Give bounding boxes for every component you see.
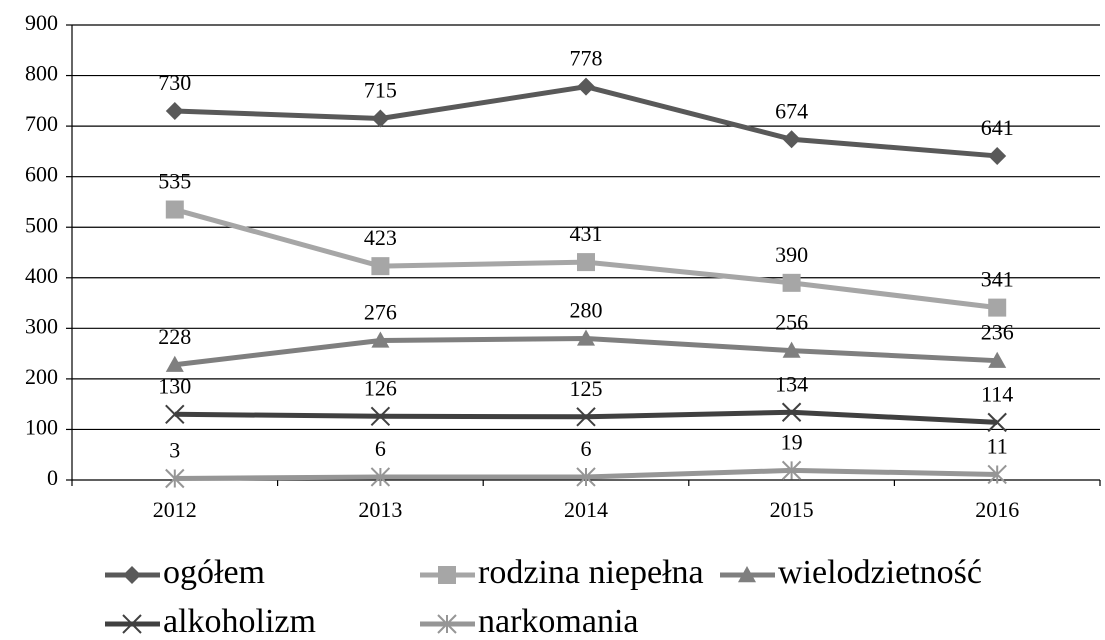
data-label: 535 — [158, 169, 191, 194]
marker — [576, 407, 596, 427]
marker — [988, 146, 1007, 165]
marker — [165, 468, 185, 489]
data-label: 6 — [375, 436, 386, 461]
data-label: 134 — [775, 371, 808, 396]
data-label: 236 — [981, 320, 1014, 345]
marker — [782, 341, 801, 358]
marker — [781, 460, 802, 481]
marker — [781, 402, 802, 422]
y-tick-label: 400 — [25, 263, 58, 288]
data-label: 431 — [570, 221, 603, 246]
marker — [165, 101, 184, 120]
data-label: 19 — [781, 429, 803, 454]
marker — [123, 566, 141, 584]
marker — [371, 331, 390, 348]
data-label: 280 — [570, 297, 603, 322]
data-label: 228 — [158, 324, 191, 349]
data-label: 11 — [987, 433, 1008, 458]
marker — [987, 464, 1007, 485]
x-tick-label: 2016 — [975, 497, 1019, 522]
y-tick-label: 100 — [25, 414, 58, 439]
y-tick-label: 0 — [47, 465, 58, 490]
data-label: 778 — [570, 46, 603, 71]
y-tick-label: 600 — [25, 162, 58, 187]
marker — [738, 566, 756, 583]
legend-label: alkoholizm — [163, 603, 316, 640]
marker — [576, 467, 596, 487]
marker — [370, 406, 391, 427]
x-tick-label: 2014 — [564, 497, 608, 522]
x-tick-label: 2013 — [358, 497, 402, 522]
data-label: 341 — [981, 267, 1014, 292]
marker — [988, 351, 1007, 368]
data-label: 390 — [775, 242, 808, 267]
marker — [122, 614, 142, 634]
marker — [438, 566, 456, 584]
data-label: 423 — [364, 225, 397, 250]
data-label: 125 — [570, 376, 603, 401]
legend-label: wielodzietność — [778, 554, 982, 591]
data-label: 114 — [981, 381, 1013, 406]
legend-label: rodzina niepełna — [478, 554, 704, 591]
y-tick-label: 800 — [25, 61, 58, 86]
marker — [371, 257, 390, 276]
data-label: 730 — [158, 70, 191, 95]
marker — [165, 404, 185, 424]
data-label: 6 — [581, 436, 592, 461]
y-tick-label: 700 — [25, 111, 58, 136]
y-tick-label: 900 — [25, 10, 58, 35]
series-line — [174, 84, 998, 159]
legend-label: narkomania — [478, 603, 639, 640]
marker — [988, 298, 1007, 317]
data-label: 674 — [775, 98, 808, 123]
x-tick-label: 2015 — [770, 497, 814, 522]
data-label: 715 — [364, 78, 397, 103]
marker — [577, 253, 595, 272]
marker — [371, 109, 390, 128]
x-tick-label: 2012 — [153, 497, 197, 522]
marker — [577, 77, 595, 96]
data-label: 641 — [981, 115, 1014, 140]
data-label: 256 — [775, 310, 808, 335]
marker — [165, 355, 184, 372]
data-label: 130 — [158, 373, 191, 398]
y-tick-label: 300 — [25, 313, 58, 338]
marker — [437, 614, 457, 634]
data-label: 276 — [364, 300, 397, 325]
marker — [987, 412, 1007, 433]
marker — [165, 200, 184, 219]
marker — [782, 130, 801, 149]
y-tick-label: 200 — [25, 364, 58, 389]
marker — [370, 467, 391, 487]
marker — [577, 329, 595, 346]
data-label: 3 — [169, 438, 180, 463]
y-tick-label: 500 — [25, 212, 58, 237]
data-label: 126 — [364, 375, 397, 400]
marker — [782, 273, 801, 292]
legend-label: ogółem — [163, 554, 265, 591]
